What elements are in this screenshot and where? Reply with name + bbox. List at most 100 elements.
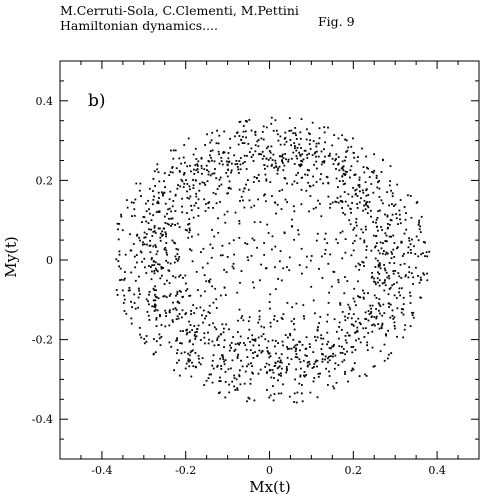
scatter-point: [378, 279, 381, 282]
scatter-point: [382, 242, 384, 244]
scatter-point: [157, 227, 160, 230]
scatter-point: [279, 359, 282, 362]
scatter-point: [382, 159, 384, 162]
scatter-point: [252, 181, 255, 183]
scatter-point: [253, 176, 256, 178]
scatter-point: [324, 232, 327, 235]
scatter-point: [227, 368, 230, 371]
scatter-point: [323, 161, 326, 164]
scatter-point: [391, 192, 394, 195]
scatter-point: [288, 256, 291, 259]
scatter-point: [130, 317, 133, 320]
scatter-point: [284, 131, 287, 134]
scatter-point: [250, 362, 252, 365]
scatter-point: [379, 209, 381, 212]
scatter-point: [285, 366, 288, 368]
scatter-point: [356, 330, 359, 333]
scatter-point: [303, 374, 305, 377]
scatter-point: [191, 349, 194, 352]
scatter-point: [223, 327, 225, 330]
scatter-point: [321, 277, 324, 279]
scatter-point: [253, 399, 256, 402]
scatter-point: [322, 182, 324, 185]
scatter-point: [331, 157, 334, 160]
scatter-point: [416, 201, 419, 203]
scatter-point: [366, 166, 368, 169]
scatter-point: [346, 350, 348, 353]
scatter-point: [170, 345, 173, 348]
scatter-point: [352, 297, 355, 300]
scatter-point: [219, 376, 221, 379]
scatter-point: [270, 116, 273, 119]
scatter-point: [285, 371, 288, 374]
scatter-point: [221, 354, 224, 357]
scatter-point: [278, 365, 281, 368]
scatter-point: [269, 355, 272, 357]
scatter-point: [346, 280, 349, 282]
scatter-point: [271, 248, 273, 251]
scatter-point: [190, 350, 193, 352]
scatter-point: [195, 271, 198, 273]
scatter-point: [274, 266, 276, 269]
scatter-point: [248, 316, 251, 319]
scatter-point: [295, 134, 297, 137]
scatter-point: [365, 249, 368, 251]
scatter-point: [174, 242, 177, 245]
scatter-point: [302, 359, 305, 362]
scatter-point: [363, 171, 366, 174]
scatter-point: [176, 222, 179, 225]
scatter-point: [367, 292, 369, 294]
scatter-point: [190, 313, 192, 316]
scatter-point: [294, 356, 297, 358]
scatter-point: [372, 171, 375, 174]
scatter-point: [158, 337, 161, 340]
scatter-point: [363, 241, 366, 244]
scatter-point: [252, 344, 255, 347]
scatter-point: [241, 142, 244, 144]
scatter-point: [153, 225, 156, 227]
scatter-point: [138, 189, 141, 192]
scatter-point: [384, 279, 386, 281]
scatter-point: [211, 149, 214, 152]
scatter-point: [320, 163, 323, 166]
scatter-point: [294, 132, 297, 135]
scatter-point: [199, 339, 202, 341]
scatter-point: [180, 352, 183, 355]
scatter-point: [165, 249, 168, 252]
scatter-point: [336, 197, 339, 199]
scatter-point: [228, 328, 230, 331]
scatter-point: [335, 381, 338, 384]
scatter-point: [215, 202, 218, 205]
scatter-point: [254, 338, 257, 341]
scatter-point: [366, 344, 368, 347]
scatter-point: [386, 252, 389, 255]
scatter-point: [347, 380, 349, 383]
scatter-point: [140, 195, 142, 197]
scatter-point: [120, 213, 122, 216]
scatter-point: [299, 165, 302, 168]
scatter-point: [337, 337, 340, 340]
scatter-point: [269, 181, 272, 183]
scatter-point: [313, 366, 315, 368]
scatter-point: [284, 153, 287, 155]
scatter-point: [212, 354, 215, 357]
scatter-point: [256, 246, 258, 249]
scatter-point: [258, 344, 260, 347]
scatter-point: [282, 162, 284, 164]
scatter-point: [335, 153, 338, 156]
scatter-point: [244, 344, 247, 347]
scatter-point: [353, 227, 356, 229]
scatter-point: [278, 190, 281, 192]
scatter-point: [251, 365, 253, 367]
scatter-point: [293, 346, 295, 349]
scatter-point: [262, 333, 265, 335]
scatter-point: [230, 342, 233, 344]
scatter-point: [164, 186, 166, 188]
scatter-point: [204, 184, 207, 186]
scatter-point: [333, 343, 335, 346]
scatter-point: [245, 136, 247, 139]
scatter-point: [196, 168, 199, 170]
scatter-point: [200, 157, 203, 159]
scatter-point: [300, 118, 303, 120]
scatter-point: [368, 201, 371, 203]
